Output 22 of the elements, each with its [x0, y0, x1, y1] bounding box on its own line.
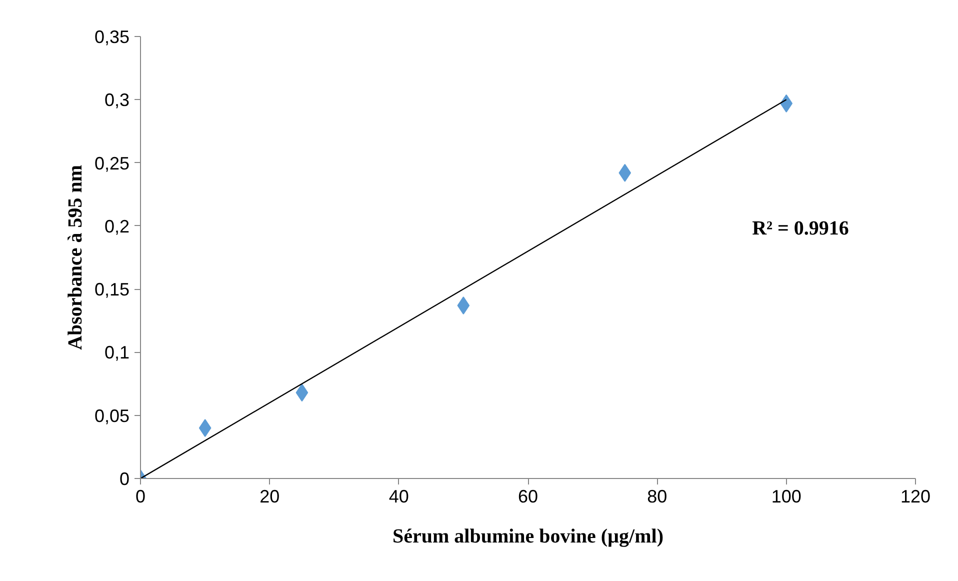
y-tick-label: 0,3: [104, 90, 130, 110]
y-axis-title: Absorbance à 595 nm: [64, 164, 86, 350]
y-tick-label: 0,35: [94, 27, 130, 47]
y-tick-label: 0,15: [94, 280, 130, 300]
point: [296, 384, 308, 402]
x-tick-label: 120: [900, 486, 931, 506]
x-tick-label: 20: [260, 486, 280, 506]
annotation: R² = 0.9916: [752, 218, 849, 240]
x-tick-label: 0: [135, 486, 146, 506]
y-tick-label: 0,25: [94, 153, 130, 174]
x-tick-label: 40: [388, 486, 409, 506]
y-tick-label: 0,1: [104, 342, 130, 363]
x-tick-label: 60: [518, 486, 538, 506]
y-tick-label: 0,2: [104, 216, 130, 236]
point: [618, 164, 632, 182]
y-tick-label: 0,05: [94, 406, 130, 426]
y-tick-label: 0: [119, 469, 130, 489]
x-axis-title: Sérum albumine bovine (µg/ml): [392, 526, 664, 548]
point: [198, 418, 212, 437]
x-tick-label: 100: [771, 486, 802, 506]
x-tick-label: 80: [647, 486, 668, 506]
point: [457, 296, 470, 314]
